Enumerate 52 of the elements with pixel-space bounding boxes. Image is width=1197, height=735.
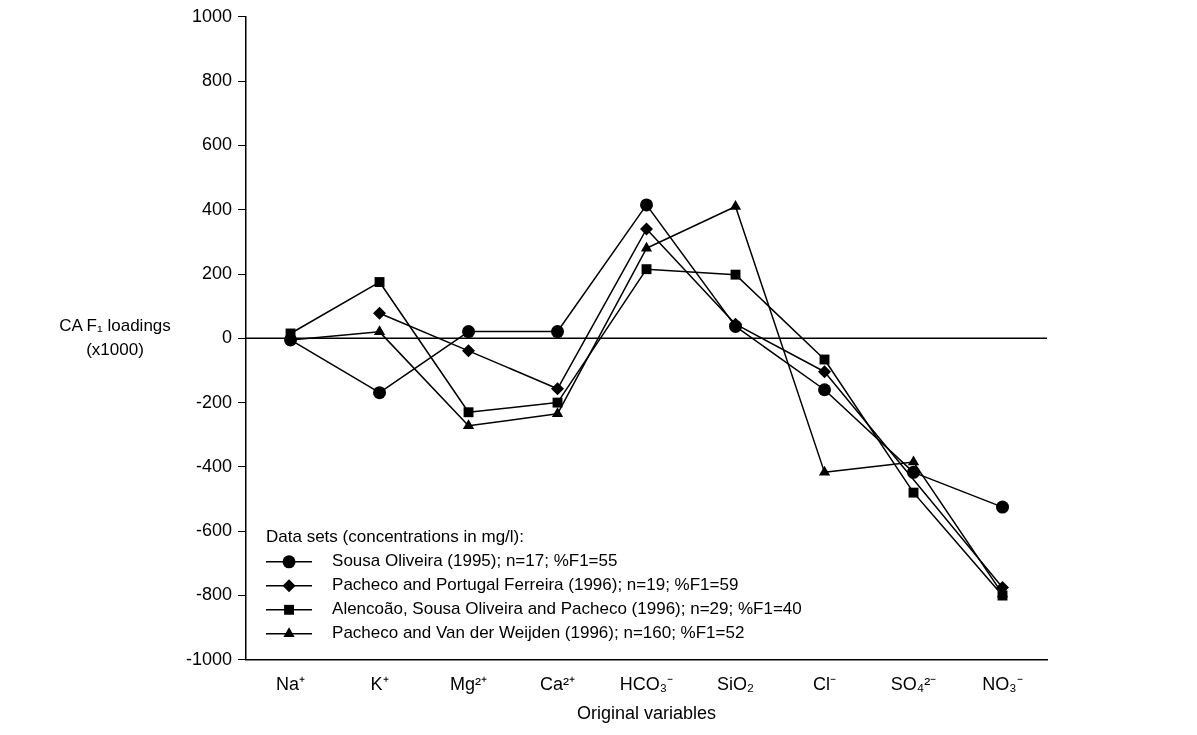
point <box>462 325 476 339</box>
y-tick-label: 0 <box>222 327 233 348</box>
point <box>640 222 654 236</box>
point <box>907 465 921 479</box>
legend-label: Pacheco and Van der Weijden (1996); n=160; %F1=52 <box>332 623 745 643</box>
point <box>463 407 474 418</box>
point <box>373 386 387 400</box>
y-tick-label: 200 <box>201 262 233 283</box>
x-tick-label: Cl⁻ <box>813 673 837 694</box>
point <box>374 277 385 287</box>
x-tick-label: Na⁺ <box>276 673 306 694</box>
point <box>552 397 563 408</box>
y-tick-label: -1000 <box>185 648 233 669</box>
x-tick-label: SiO₂ <box>717 673 755 694</box>
point <box>730 269 741 280</box>
y-tick-label: -600 <box>196 520 233 541</box>
y-tick-label: -400 <box>196 455 233 476</box>
x-tick-label: NO₃⁻ <box>982 673 1023 694</box>
y-tick-label: 400 <box>201 198 233 219</box>
point <box>551 325 565 339</box>
point <box>729 199 742 210</box>
y-tick-label: -200 <box>196 391 233 412</box>
point <box>373 325 386 336</box>
point <box>373 306 387 320</box>
y-tick-label: 1000 <box>191 5 233 26</box>
y-tick-label: 600 <box>201 134 233 155</box>
y-axis-title: CA F₁ loadings (x1000) <box>59 315 171 359</box>
y-tick-label: -800 <box>196 584 233 605</box>
point <box>996 500 1009 514</box>
x-tick-label: K⁺ <box>370 673 389 694</box>
legend-label: Alencoão, Sousa Oliveira and Pacheco (1996); n=29; %F1=40 <box>332 599 802 619</box>
point <box>551 382 565 396</box>
x-tick-label: Ca²⁺ <box>540 673 576 694</box>
point <box>818 383 832 397</box>
point <box>462 344 476 358</box>
point <box>551 407 564 418</box>
legend-title: Data sets (concentrations in mg/l): <box>266 527 524 547</box>
point <box>907 455 920 466</box>
y-tick-label: 800 <box>201 70 233 91</box>
point <box>818 365 832 379</box>
point <box>641 264 652 275</box>
x-axis-title: Original variables <box>576 703 717 724</box>
legend-label: Sousa Oliveira (1995); n=17; %F1=55 <box>332 551 618 571</box>
legend-label: Pacheco and Portugal Ferreira (1996); n=19; %F1=59 <box>332 575 739 595</box>
point <box>818 465 831 476</box>
x-tick-label: HCO₃⁻ <box>619 673 674 694</box>
x-tick-label: SO₄²⁻ <box>890 673 937 694</box>
point <box>908 487 919 498</box>
x-tick-label: Mg²⁺ <box>450 673 488 694</box>
point <box>462 419 475 429</box>
point <box>640 198 654 212</box>
point <box>640 241 653 252</box>
